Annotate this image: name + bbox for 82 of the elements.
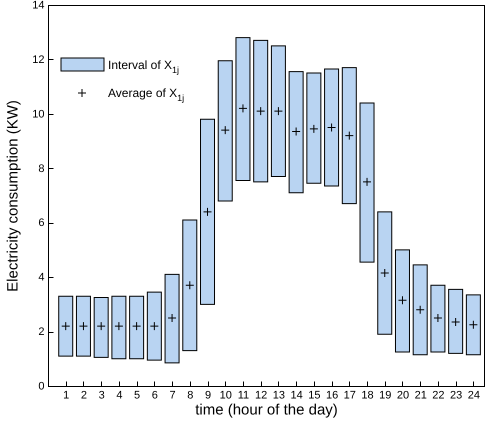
bar	[306, 72, 322, 184]
x-tick-label: 18	[361, 390, 374, 402]
point	[362, 177, 372, 186]
bar	[58, 296, 74, 357]
bar	[466, 294, 481, 356]
y-tick-label: 6	[38, 217, 44, 230]
bar	[270, 45, 286, 177]
point	[150, 322, 159, 331]
point	[468, 320, 478, 330]
x-tick-label: 15	[308, 390, 320, 402]
point	[398, 296, 407, 305]
x-tick-label: 20	[396, 390, 410, 402]
y-tick-label: 12	[32, 54, 44, 66]
bar	[288, 71, 304, 194]
point	[185, 280, 194, 290]
bar	[377, 211, 392, 335]
x-tick-label: 22	[432, 390, 445, 402]
x-tick-label: 2	[80, 390, 88, 402]
y-tick-label: 0	[38, 380, 44, 392]
point	[61, 322, 70, 331]
point	[344, 131, 354, 140]
x-tick-label: 16	[326, 390, 338, 402]
x-tick-label: 1	[63, 390, 70, 402]
point	[274, 106, 283, 116]
point	[451, 318, 460, 327]
point	[132, 322, 142, 331]
bar	[182, 219, 198, 352]
x-tick-label: 9	[204, 390, 212, 402]
x-tick-label: 7	[170, 390, 176, 402]
x-tick-label: 14	[290, 390, 303, 402]
x-tick-label: 4	[116, 390, 122, 402]
bar	[164, 274, 180, 364]
x-tick-label: 10	[220, 390, 232, 402]
bar	[200, 118, 216, 305]
y-tick-label: 4	[38, 272, 44, 284]
x-tick-label: 13	[272, 390, 286, 402]
point	[416, 305, 425, 314]
point	[203, 207, 212, 216]
bar	[324, 68, 340, 186]
x-tick-label: 5	[134, 390, 140, 402]
bar	[218, 60, 233, 202]
point	[309, 124, 318, 134]
point	[327, 122, 336, 132]
bar	[448, 288, 464, 354]
bar	[94, 297, 109, 358]
x-tick-label: 23	[450, 390, 462, 402]
point	[238, 104, 248, 113]
bar	[360, 102, 375, 263]
bar	[129, 296, 144, 360]
y-tick-label: 8	[38, 162, 44, 175]
bar	[111, 296, 126, 360]
x-tick-label: 12	[255, 390, 268, 402]
bar	[76, 296, 91, 357]
x-tick-label: 24	[468, 390, 480, 402]
x-tick-label: 6	[152, 390, 158, 402]
bar	[253, 40, 268, 182]
x-tick-label: 19	[379, 390, 392, 402]
point	[78, 322, 88, 331]
bar	[412, 264, 428, 356]
point	[433, 313, 442, 322]
x-axis-title: time (hour of the day)	[195, 402, 338, 418]
y-tick-label: 10	[32, 108, 44, 120]
bar	[342, 67, 357, 204]
y-axis-title: Electricity consumption (KW)	[4, 100, 22, 292]
point	[380, 268, 390, 278]
x-tick-label: 3	[98, 390, 105, 402]
x-tick-label: 21	[414, 390, 427, 402]
point	[220, 126, 230, 135]
point	[292, 127, 301, 136]
point	[168, 313, 177, 322]
x-tick-label: 8	[187, 390, 194, 402]
point	[96, 322, 106, 331]
bar	[235, 37, 250, 182]
point	[114, 322, 124, 331]
bar	[430, 284, 446, 352]
x-tick-label: 17	[344, 390, 356, 402]
x-tick-label: 11	[238, 390, 250, 402]
bar	[394, 249, 410, 352]
point	[256, 106, 266, 116]
y-tick-label: 14	[32, 0, 44, 12]
bar	[146, 292, 162, 361]
y-tick-label: 2	[38, 326, 44, 338]
